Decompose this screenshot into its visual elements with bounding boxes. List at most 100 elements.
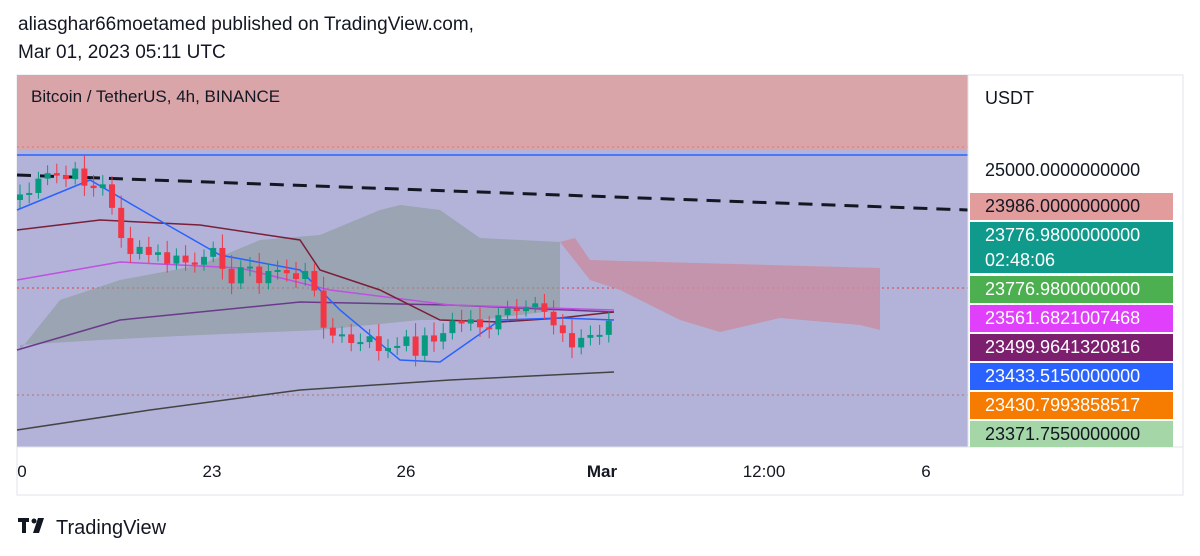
candle-body xyxy=(17,194,23,200)
price-tag: 23430.7993858517 xyxy=(970,392,1173,419)
candle-body xyxy=(127,238,134,254)
candle-body xyxy=(495,315,502,330)
ma-short xyxy=(16,261,615,311)
candle-body xyxy=(421,335,428,356)
candle-body xyxy=(550,311,557,326)
price-tag: 23986.0000000000 xyxy=(970,193,1173,220)
price-tag: 23776.9800000000 02:48:06 xyxy=(970,222,1173,273)
price-tag-value: 23499.9641320816 xyxy=(985,337,1141,357)
price-tag-value: 23561.6821007468 xyxy=(985,308,1141,328)
candle-body xyxy=(348,334,355,344)
candle-body xyxy=(366,336,373,343)
upper-zone xyxy=(17,75,968,150)
x-label: 0 xyxy=(17,462,27,481)
price-tag-value: 23776.9800000000 xyxy=(985,279,1141,299)
x-label: 26 xyxy=(396,462,416,481)
candles xyxy=(17,155,612,367)
candle-body xyxy=(569,333,575,348)
currency: USDT xyxy=(985,88,1034,108)
trend-line xyxy=(16,173,969,212)
price-tag-value: 23430.7993858517 xyxy=(985,395,1141,415)
candle-body xyxy=(412,336,419,356)
candle-body xyxy=(329,327,336,336)
candle-body xyxy=(596,334,603,337)
candle-body xyxy=(605,320,612,335)
cloud-green xyxy=(20,205,560,350)
price-tag: 23371.7550000000 xyxy=(970,421,1173,447)
candle-body xyxy=(219,247,226,269)
candle-body xyxy=(90,185,97,189)
candle-body xyxy=(357,342,364,345)
candle-body xyxy=(385,347,391,351)
candle-body xyxy=(311,271,318,291)
brand: TradingView xyxy=(56,517,167,539)
price-tag-value: 23776.9800000000 xyxy=(985,225,1141,245)
candle-body xyxy=(293,273,299,280)
candle-body xyxy=(26,192,33,195)
price-tag-value: 23371.7550000000 xyxy=(985,424,1141,444)
countdown: 02:48:06 xyxy=(985,250,1056,270)
candle-body xyxy=(164,252,171,264)
candle-body xyxy=(145,246,152,255)
candle-body xyxy=(256,266,263,284)
candle-body xyxy=(431,335,437,342)
candle-body xyxy=(403,336,410,346)
candle-body xyxy=(302,271,309,280)
kijun xyxy=(16,219,615,323)
candle-body xyxy=(228,268,235,284)
candle-body xyxy=(375,336,382,351)
candle-body xyxy=(467,319,474,324)
x-label: Mar xyxy=(586,462,618,481)
candle-body xyxy=(63,175,69,180)
candle-body xyxy=(486,327,493,330)
price-tag: 23499.9641320816 xyxy=(970,334,1173,361)
tenkan xyxy=(16,179,615,363)
candle-body xyxy=(201,256,207,265)
candle-body xyxy=(440,333,447,342)
tradingview-logo xyxy=(18,518,44,533)
candle-body xyxy=(541,303,548,312)
ma-long xyxy=(16,371,615,431)
candle-body xyxy=(99,184,106,189)
candle-body xyxy=(513,308,520,312)
candle-body xyxy=(458,320,465,324)
candle-body xyxy=(247,266,253,269)
candle-body xyxy=(191,262,198,265)
price-tag: 23561.6821007468 xyxy=(970,305,1173,332)
candle-body xyxy=(265,270,272,284)
price-tag-value: 23433.5150000000 xyxy=(985,366,1141,386)
candle-body xyxy=(523,307,529,312)
candle-body xyxy=(504,308,511,316)
candle-body xyxy=(449,320,456,334)
symbol: Bitcoin / TetherUS, 4h, BINANCE xyxy=(31,87,280,106)
candle-body xyxy=(587,334,594,338)
publish-date: Mar 01, 2023 05:11 UTC xyxy=(18,42,226,63)
axis-price: 25000.0000000000 xyxy=(985,160,1140,180)
candle-body xyxy=(274,269,281,272)
candle-body xyxy=(136,246,143,254)
price-tag: 23433.5150000000 xyxy=(970,363,1173,390)
candle-body xyxy=(173,255,180,264)
candle-body xyxy=(532,303,539,308)
candle-body xyxy=(320,290,327,328)
candle-body xyxy=(109,184,115,208)
candle-body xyxy=(578,337,585,348)
candle-body xyxy=(53,173,60,176)
candle-body xyxy=(72,168,79,180)
cloud-red xyxy=(560,238,880,332)
candle-body xyxy=(81,168,88,186)
candle-body xyxy=(155,252,161,255)
candle-body xyxy=(237,267,244,284)
x-label: 12:00 xyxy=(742,462,786,481)
x-label: 23 xyxy=(202,462,222,481)
candle-body xyxy=(35,178,42,193)
author-line: aliasghar66moetamed published on Trading… xyxy=(18,14,474,35)
x-label: 6 xyxy=(921,462,931,481)
candle-body xyxy=(559,325,566,334)
candle-body xyxy=(182,255,189,263)
candle-body xyxy=(210,247,217,257)
candle-body xyxy=(394,345,401,348)
candle-body xyxy=(283,269,290,274)
candle-body xyxy=(118,207,125,239)
